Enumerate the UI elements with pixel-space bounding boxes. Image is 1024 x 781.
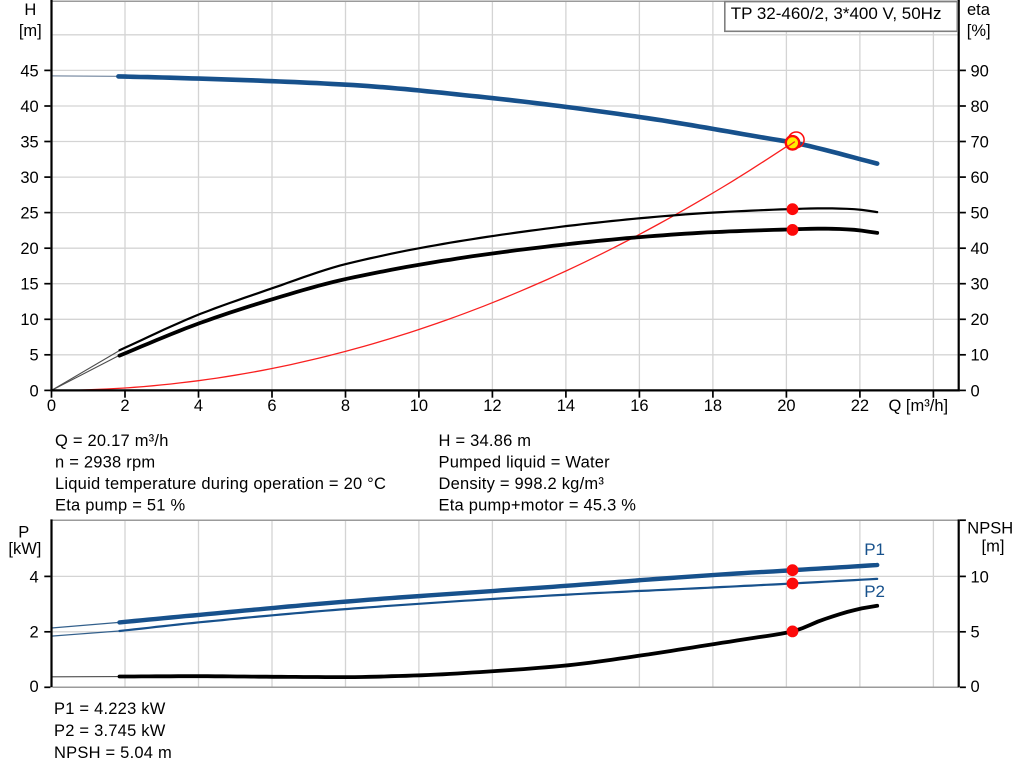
svg-text:NPSH = 5.04 m: NPSH = 5.04 m [54, 744, 172, 762]
svg-text:45: 45 [20, 62, 38, 80]
svg-text:30: 30 [971, 276, 989, 294]
svg-text:P: P [18, 524, 29, 542]
svg-text:H: H [24, 1, 36, 19]
svg-text:10: 10 [971, 568, 989, 586]
svg-text:50: 50 [971, 205, 989, 223]
svg-text:H = 34.86 m: H = 34.86 m [439, 432, 532, 450]
svg-text:4: 4 [30, 568, 39, 586]
svg-text:0: 0 [30, 382, 39, 400]
svg-text:22: 22 [851, 397, 869, 415]
svg-text:NPSH: NPSH [967, 519, 1013, 537]
svg-text:0: 0 [47, 397, 56, 415]
svg-text:15: 15 [20, 276, 38, 294]
svg-text:25: 25 [20, 205, 38, 223]
svg-text:0: 0 [971, 382, 980, 400]
svg-text:P1: P1 [864, 540, 885, 559]
svg-text:0: 0 [30, 678, 39, 696]
svg-text:20: 20 [777, 397, 795, 415]
svg-text:5: 5 [971, 624, 980, 642]
svg-text:20: 20 [971, 311, 989, 329]
svg-text:40: 40 [971, 240, 989, 258]
svg-text:10: 10 [971, 347, 989, 365]
svg-text:10: 10 [20, 311, 38, 329]
svg-text:4: 4 [194, 397, 203, 415]
svg-text:P2: P2 [864, 582, 885, 601]
svg-text:Pumped liquid = Water: Pumped liquid = Water [439, 454, 611, 472]
svg-text:12: 12 [483, 397, 501, 415]
svg-text:n = 2938 rpm: n = 2938 rpm [55, 454, 155, 472]
svg-text:Eta pump = 51 %: Eta pump = 51 % [55, 497, 185, 515]
svg-text:Liquid temperature during oper: Liquid temperature during operation = 20… [55, 475, 386, 493]
svg-text:18: 18 [704, 397, 722, 415]
svg-text:Q = 20.17 m³/h: Q = 20.17 m³/h [55, 432, 169, 450]
svg-text:80: 80 [971, 98, 989, 116]
svg-text:P1 = 4.223 kW: P1 = 4.223 kW [54, 700, 166, 718]
svg-text:P2 = 3.745 kW: P2 = 3.745 kW [54, 722, 166, 740]
svg-text:5: 5 [30, 347, 39, 365]
svg-text:14: 14 [557, 397, 575, 415]
svg-text:Q [m³/h]: Q [m³/h] [889, 397, 949, 415]
svg-text:35: 35 [20, 133, 38, 151]
svg-text:70: 70 [971, 133, 989, 151]
svg-text:2: 2 [30, 624, 39, 642]
svg-text:Density = 998.2 kg/m³: Density = 998.2 kg/m³ [439, 475, 605, 493]
svg-text:40: 40 [20, 98, 38, 116]
svg-text:6: 6 [267, 397, 276, 415]
svg-text:0: 0 [971, 678, 980, 696]
svg-text:60: 60 [971, 169, 989, 187]
svg-text:16: 16 [630, 397, 648, 415]
svg-text:20: 20 [20, 240, 38, 258]
svg-text:[%]: [%] [967, 22, 991, 40]
svg-text:2: 2 [120, 397, 129, 415]
svg-text:[m]: [m] [982, 538, 1005, 556]
svg-text:30: 30 [20, 169, 38, 187]
svg-text:10: 10 [410, 397, 428, 415]
svg-text:[m]: [m] [19, 22, 42, 40]
svg-text:[kW]: [kW] [8, 540, 41, 558]
svg-text:90: 90 [971, 62, 989, 80]
svg-text:Eta pump+motor = 45.3 %: Eta pump+motor = 45.3 % [439, 497, 637, 515]
svg-text:8: 8 [341, 397, 350, 415]
svg-text:eta: eta [967, 1, 991, 19]
svg-text:TP 32-460/2, 3*400 V, 50Hz: TP 32-460/2, 3*400 V, 50Hz [731, 4, 942, 23]
